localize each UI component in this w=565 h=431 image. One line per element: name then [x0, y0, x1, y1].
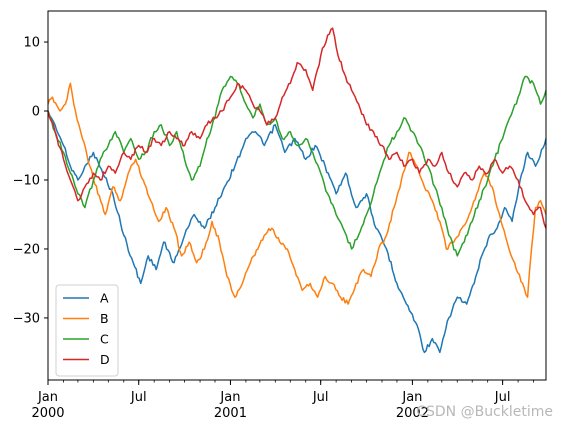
series-line-b [47, 82, 547, 305]
x-tick-label: Jan [401, 390, 422, 405]
series-layer [47, 27, 547, 354]
series-line-c [47, 75, 547, 257]
legend-box [55, 284, 119, 377]
y-tick-label: −30 [13, 311, 40, 326]
legend-label-d: D [100, 352, 110, 367]
x-tick-label: Jan [37, 390, 58, 405]
plot-frame [47, 10, 547, 381]
series-line-a [47, 110, 547, 354]
x-tick-label: Jul [312, 390, 329, 405]
x-tick-label: Jul [130, 390, 147, 405]
y-tick-label: −10 [13, 173, 40, 188]
y-tick-label: 10 [23, 36, 40, 51]
x-tick-year-label: 2001 [214, 406, 247, 421]
x-tick-year-label: 2000 [31, 406, 64, 421]
y-axis: 10 0 −10 −20 −30 [13, 36, 48, 326]
series-line-d [47, 27, 547, 229]
x-tick-label: Jul [494, 390, 511, 405]
y-tick-label: 0 [32, 105, 40, 120]
x-tick-year-label: 2002 [396, 406, 429, 421]
watermark-text: CSDN @Buckletime [416, 404, 553, 420]
legend-label-a: A [100, 291, 109, 306]
y-tick-label: −20 [13, 242, 40, 257]
legend-label-c: C [100, 332, 109, 347]
x-tick-label: Jan [219, 390, 240, 405]
legend-label-b: B [100, 311, 109, 326]
